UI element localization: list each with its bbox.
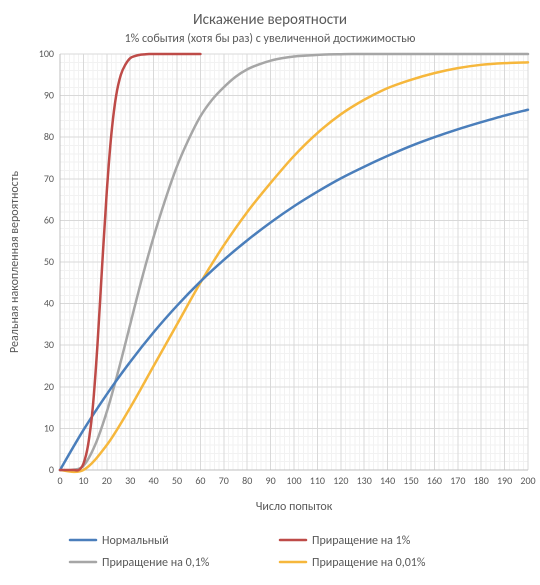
x-tick-label: 140 (380, 474, 395, 487)
x-tick-label: 160 (427, 474, 442, 487)
x-tick-label: 100 (286, 474, 301, 487)
x-tick-labels: 0 10 20 30 40 50 60 70 80 90 100 110 120 130 140 150 160… (57, 474, 535, 487)
y-tick-label: 30 (44, 338, 54, 351)
x-tick-label: 40 (149, 474, 159, 487)
y-tick-label: 10 (44, 421, 54, 434)
x-tick-label: 60 (195, 474, 205, 487)
x-tick-label: 150 (403, 474, 418, 487)
x-tick-label: 30 (125, 474, 135, 487)
chart-subtitle: 1% события (хотя бы раз) с увеличенной д… (125, 32, 416, 46)
y-tick-label: 90 (44, 89, 54, 102)
x-tick-label: 120 (333, 474, 348, 487)
legend-label: Нормальный (102, 534, 169, 548)
chart-title: Искажение вероятности (193, 11, 347, 29)
x-tick-label: 0 (57, 474, 62, 487)
x-tick-label: 170 (450, 474, 465, 487)
x-tick-label: 200 (520, 474, 535, 487)
x-tick-label: 110 (310, 474, 325, 487)
y-axis-label: Реальная накопленная вероятность (8, 171, 22, 353)
probability-distortion-chart: Искажение вероятности 1% события (хотя бы… (0, 0, 540, 585)
y-tick-label: 80 (44, 130, 54, 143)
x-tick-label: 180 (474, 474, 489, 487)
x-tick-label: 20 (102, 474, 112, 487)
y-tick-label: 70 (44, 172, 54, 185)
y-tick-label: 100 (39, 47, 54, 60)
legend-label: Приращение на 0,01% (312, 556, 426, 570)
x-axis-label: Число попыток (256, 500, 333, 514)
x-tick-label: 190 (497, 474, 512, 487)
y-tick-label: 50 (44, 255, 54, 268)
y-tick-label: 40 (44, 297, 54, 310)
y-tick-label: 20 (44, 380, 54, 393)
x-tick-label: 50 (172, 474, 182, 487)
x-tick-label: 80 (242, 474, 252, 487)
legend-label: Приращение на 0,1% (102, 556, 210, 570)
x-tick-label: 90 (266, 474, 276, 487)
x-tick-label: 10 (78, 474, 88, 487)
x-tick-label: 70 (219, 474, 229, 487)
y-tick-label: 60 (44, 213, 54, 226)
legend-label: Приращение на 1% (312, 534, 411, 548)
y-tick-label: 0 (49, 463, 54, 476)
x-tick-label: 130 (357, 474, 372, 487)
